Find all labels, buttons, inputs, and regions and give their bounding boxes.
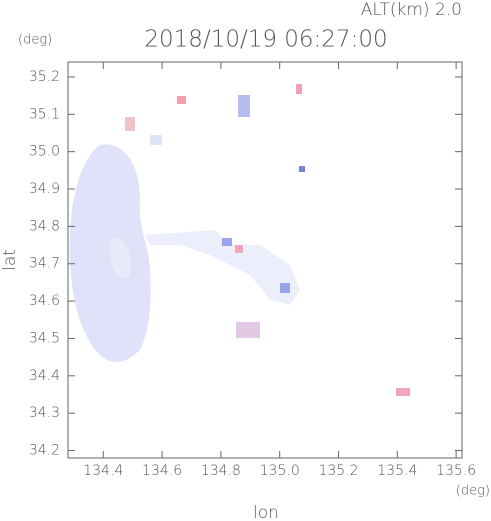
echo: [299, 166, 305, 172]
y-tick-label: 35.2: [29, 69, 60, 85]
echo: [222, 238, 232, 246]
y-tick-label: 34.6: [29, 293, 60, 309]
y-tick-label: 34.8: [29, 218, 60, 234]
y-tick-label: 34.9: [29, 181, 60, 197]
x-tick-label: 135.2: [318, 463, 358, 479]
echo: [396, 388, 410, 396]
echo: [125, 117, 135, 131]
echo: [177, 96, 186, 104]
echo: [280, 283, 290, 293]
y-axis-label: lat: [0, 249, 20, 271]
x-axis-label: lon: [253, 503, 279, 521]
x-tick-label: 135.6: [436, 463, 476, 479]
y-tick-label: 34.3: [29, 405, 60, 421]
y-tick-label: 34.5: [29, 330, 60, 346]
plot-frame: [67, 61, 463, 459]
x-tick-label: 134.4: [83, 463, 123, 479]
y-tick-label: 35.1: [29, 106, 60, 122]
echo: [235, 245, 243, 253]
radar-echoes: [69, 84, 410, 396]
echo: [296, 84, 302, 94]
echo: [238, 95, 250, 117]
y-unit: (deg): [18, 33, 52, 48]
echo: [145, 230, 300, 305]
echo: [236, 322, 260, 338]
x-unit: (deg): [456, 484, 490, 499]
x-tick-label: 134.6: [142, 463, 182, 479]
echo: [109, 237, 131, 279]
y-tick-label: 34.2: [29, 443, 60, 459]
x-tick-label: 134.8: [201, 463, 241, 479]
x-tick-label: 135.0: [260, 463, 300, 479]
x-tick-label: 135.4: [377, 463, 417, 479]
y-tick-label: 34.4: [29, 368, 60, 384]
chart-title: 2018/10/19 06:27:00: [144, 27, 387, 53]
altitude-label: ALT(km) 2.0: [361, 0, 462, 20]
echo: [150, 135, 162, 145]
y-tick-label: 35.0: [29, 144, 60, 160]
y-tick-label: 34.7: [29, 256, 60, 272]
